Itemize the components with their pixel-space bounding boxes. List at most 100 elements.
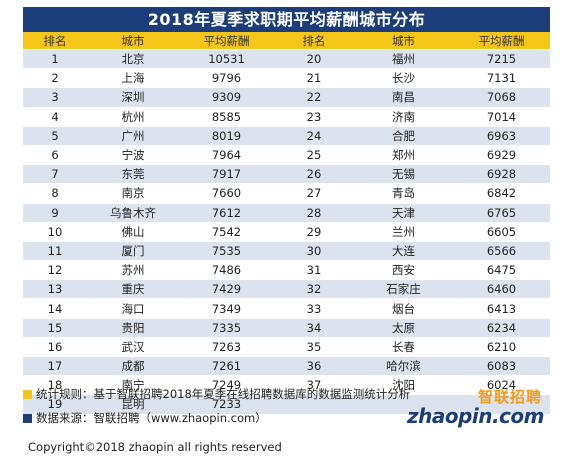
- table-row: 8 南京 7660 27 青岛 6842: [23, 183, 550, 203]
- method-note-text: 统计规则：基于智联招聘2018年夏季在线招聘数据库的数据监测统计分析: [36, 387, 411, 401]
- salary-cell-right: 7131: [453, 68, 550, 88]
- salary-cell-left: 8585: [179, 106, 274, 127]
- header-rank-left: 排名: [23, 32, 87, 50]
- salary-cell-right: 6765: [453, 202, 550, 223]
- city-cell-right: 长沙: [354, 68, 453, 88]
- salary-cell-right: 6083: [453, 355, 550, 376]
- city-cell-left: 上海: [87, 68, 179, 88]
- salary-cell-right: 6413: [453, 298, 550, 319]
- city-cell-left: 武汉: [87, 336, 179, 357]
- city-cell-left: 北京: [87, 48, 179, 69]
- salary-cell-left: 7429: [179, 279, 274, 299]
- city-cell-right: 哈尔滨: [354, 355, 453, 376]
- salary-cell-left: 8019: [179, 125, 274, 146]
- city-cell-left: 厦门: [87, 240, 179, 261]
- salary-cell-right: 7215: [453, 48, 550, 69]
- rank-cell-left: 17: [23, 355, 87, 376]
- rank-cell-right: 36: [274, 355, 354, 376]
- salary-cell-right: 6929: [453, 144, 550, 165]
- salary-cell-right: [453, 394, 550, 414]
- rank-cell-left: 6: [23, 144, 87, 165]
- salary-cell-left: 9309: [179, 87, 274, 108]
- salary-cell-right: 6605: [453, 221, 550, 242]
- rank-cell-left: 12: [23, 260, 87, 280]
- logo-english-text: zhaopin.com: [406, 404, 545, 428]
- salary-cell-right: 7014: [453, 106, 550, 127]
- rank-cell-right: 27: [274, 183, 354, 203]
- city-cell-left: 广州: [87, 125, 179, 146]
- salary-cell-right: 6475: [453, 260, 550, 280]
- city-cell-right: 福州: [354, 48, 453, 69]
- rank-cell-left: 2: [23, 68, 87, 88]
- table-row: 17 成都 7261 36 哈尔滨 6083: [23, 355, 550, 376]
- city-cell-left: 贵阳: [87, 317, 179, 338]
- rank-cell-right: 28: [274, 202, 354, 223]
- city-cell-left: 昆明: [87, 394, 179, 414]
- rank-cell-left: 3: [23, 87, 87, 108]
- city-cell-left: 佛山: [87, 221, 179, 242]
- salary-cell-left: 7964: [179, 144, 274, 165]
- city-cell-left: 乌鲁木齐: [87, 202, 179, 223]
- salary-cell-right: 7068: [453, 87, 550, 108]
- rank-cell-left: 10: [23, 221, 87, 242]
- header-city-left: 城市: [87, 32, 179, 50]
- table-row: 19 昆明 7233: [23, 394, 550, 414]
- table-row: 10 佛山 7542 29 兰州 6605: [23, 221, 550, 242]
- salary-cell-left: 7612: [179, 202, 274, 223]
- table-row: 16 武汉 7263 35 长春 6210: [23, 336, 550, 357]
- rank-cell-left: 13: [23, 279, 87, 299]
- city-cell-right: 长春: [354, 336, 453, 357]
- table-row: 5 广州 8019 24 合肥 6963: [23, 125, 550, 146]
- city-cell-right: 兰州: [354, 221, 453, 242]
- rank-cell-right: 32: [274, 279, 354, 299]
- city-cell-left: 杭州: [87, 106, 179, 127]
- table-row: 9 乌鲁木齐 7612 28 天津 6765: [23, 202, 550, 223]
- copyright-text: Copyright©2018 zhaopin all rights reserv…: [28, 440, 282, 454]
- table-row: 12 苏州 7486 31 西安 6475: [23, 260, 550, 280]
- table-row: 3 深圳 9309 22 南昌 7068: [23, 87, 550, 108]
- rank-cell-left: 11: [23, 240, 87, 261]
- footer: 统计规则：基于智联招聘2018年夏季在线招聘数据库的数据监测统计分析 数据来源：…: [23, 382, 550, 442]
- rank-cell-left: 16: [23, 336, 87, 357]
- salary-cell-right: 6566: [453, 240, 550, 261]
- zhaopin-logo: 智联招聘 zhaopin.com: [407, 386, 545, 434]
- method-note: 统计规则：基于智联招聘2018年夏季在线招聘数据库的数据监测统计分析: [23, 386, 410, 402]
- salary-cell-right: 6963: [453, 125, 550, 146]
- rank-cell-right: 30: [274, 240, 354, 261]
- city-cell-right: 石家庄: [354, 279, 453, 299]
- rank-cell-right: 29: [274, 221, 354, 242]
- table-header-row: 排名 城市 平均薪酬 排名 城市 平均薪酬: [23, 32, 550, 50]
- city-cell-left: 苏州: [87, 260, 179, 280]
- salary-cell-left: 9796: [179, 68, 274, 88]
- salary-cell-left: 7486: [179, 260, 274, 280]
- city-cell-right: 大连: [354, 240, 453, 261]
- source-note-text: 数据来源：智联招聘（www.zhaopin.com）: [36, 411, 267, 425]
- table-row: 2 上海 9796 21 长沙 7131: [23, 68, 550, 88]
- salary-cell-right: 6460: [453, 279, 550, 299]
- salary-cell-right: 6210: [453, 336, 550, 357]
- rank-cell-right: 35: [274, 336, 354, 357]
- salary-cell-right: 6842: [453, 183, 550, 203]
- city-cell-right: 南昌: [354, 87, 453, 108]
- source-note: 数据来源：智联招聘（www.zhaopin.com）: [23, 410, 267, 426]
- salary-cell-right: 6928: [453, 164, 550, 184]
- city-cell-right: 太原: [354, 317, 453, 338]
- table-row: 13 重庆 7429 32 石家庄 6460: [23, 279, 550, 299]
- rank-cell-right: 23: [274, 106, 354, 127]
- city-cell-left: 南宁: [87, 375, 179, 395]
- rank-cell-right: 22: [274, 87, 354, 108]
- salary-cell-left: 7263: [179, 336, 274, 357]
- table-title: 2018年夏季求职期平均薪酬城市分布: [23, 7, 550, 32]
- table-row: 18 南宁 7249 37 沈阳 6024: [23, 375, 550, 395]
- rank-cell-right: 26: [274, 164, 354, 184]
- rank-cell-right: [274, 394, 354, 414]
- salary-table-panel: 2018年夏季求职期平均薪酬城市分布 排名 城市 平均薪酬 排名 城市 平均薪酬…: [23, 7, 550, 414]
- salary-table: 排名 城市 平均薪酬 排名 城市 平均薪酬 1 北京 10531 20 福州 7215 2 上…: [23, 32, 550, 414]
- salary-cell-left: 10531: [179, 48, 274, 69]
- city-cell-right: 西安: [354, 260, 453, 280]
- rank-cell-left: 1: [23, 48, 87, 69]
- city-cell-left: 宁波: [87, 144, 179, 165]
- rank-cell-right: 25: [274, 144, 354, 165]
- rank-cell-left: 7: [23, 164, 87, 184]
- city-cell-left: 深圳: [87, 87, 179, 108]
